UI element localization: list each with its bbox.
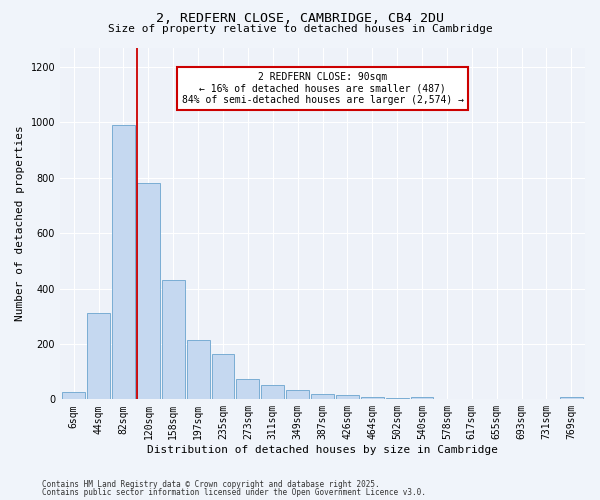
Bar	[386, 398, 409, 400]
Text: Contains public sector information licensed under the Open Government Licence v3: Contains public sector information licen…	[42, 488, 426, 497]
Bar	[62, 392, 85, 400]
Bar	[212, 354, 235, 400]
Bar	[485, 399, 508, 400]
Bar	[510, 399, 533, 400]
Bar	[112, 125, 135, 400]
Bar	[236, 378, 259, 400]
Bar	[560, 397, 583, 400]
Text: 2 REDFERN CLOSE: 90sqm
← 16% of detached houses are smaller (487)
84% of semi-de: 2 REDFERN CLOSE: 90sqm ← 16% of detached…	[182, 72, 464, 106]
Bar	[87, 314, 110, 400]
Text: 2, REDFERN CLOSE, CAMBRIDGE, CB4 2DU: 2, REDFERN CLOSE, CAMBRIDGE, CB4 2DU	[156, 12, 444, 26]
Text: Contains HM Land Registry data © Crown copyright and database right 2025.: Contains HM Land Registry data © Crown c…	[42, 480, 380, 489]
Y-axis label: Number of detached properties: Number of detached properties	[15, 126, 25, 322]
Bar	[187, 340, 209, 400]
Bar	[436, 399, 458, 400]
Bar	[162, 280, 185, 400]
Bar	[286, 390, 309, 400]
Bar	[410, 396, 433, 400]
Text: Size of property relative to detached houses in Cambridge: Size of property relative to detached ho…	[107, 24, 493, 34]
Bar	[460, 399, 483, 400]
Bar	[262, 386, 284, 400]
Bar	[361, 396, 384, 400]
Bar	[311, 394, 334, 400]
Bar	[535, 399, 558, 400]
Bar	[137, 183, 160, 400]
Bar	[336, 395, 359, 400]
X-axis label: Distribution of detached houses by size in Cambridge: Distribution of detached houses by size …	[147, 445, 498, 455]
